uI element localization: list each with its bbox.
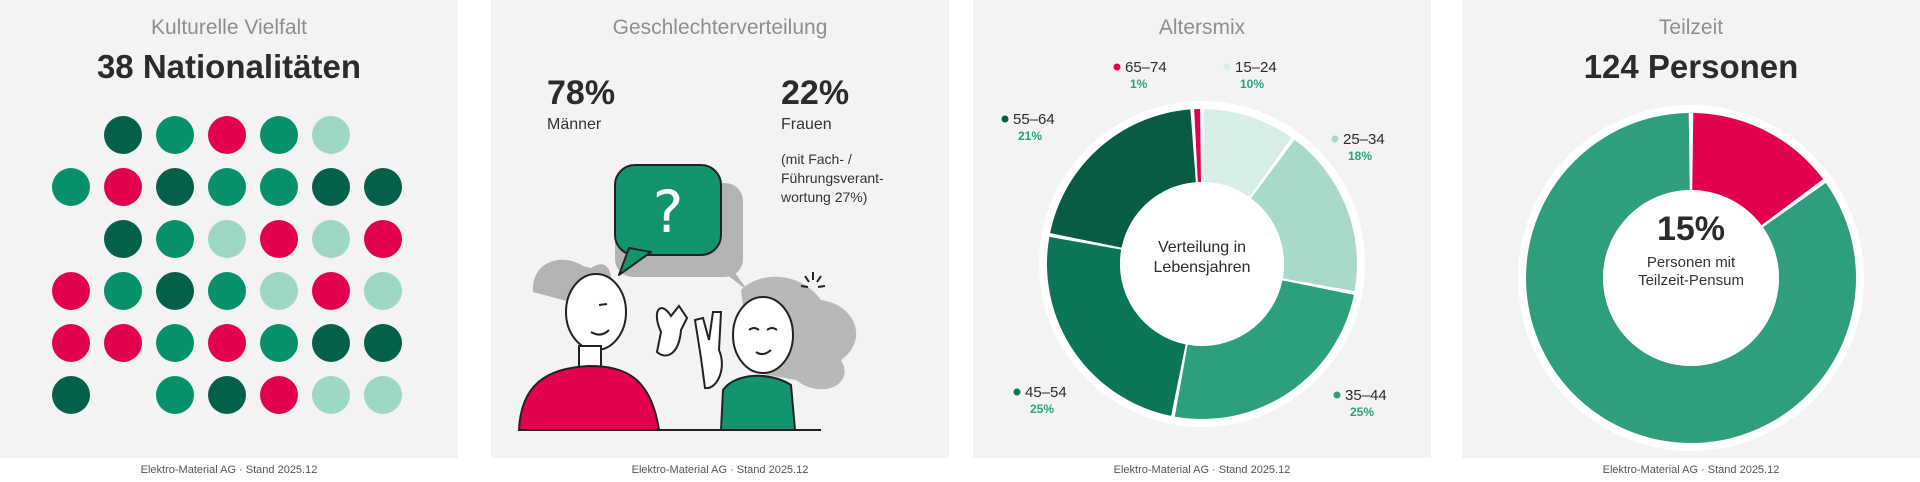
panel-age-mix: Altersmix 15–24 10% 25–34 18% 35–44 25% 45–54 2… bbox=[973, 0, 1431, 458]
nationality-dot bbox=[260, 168, 298, 206]
male-percent: 78% bbox=[547, 74, 616, 112]
donut-slice bbox=[1047, 236, 1186, 416]
nationality-dot bbox=[52, 324, 90, 362]
donut-hole bbox=[1603, 190, 1779, 366]
nationalities-headline: 38 Nationalitäten bbox=[96, 48, 362, 85]
panel-title: Geschlechterverteilung bbox=[612, 16, 828, 39]
nationality-dot bbox=[52, 168, 90, 206]
age-value-label: 1% bbox=[1130, 77, 1148, 91]
female-label: Frauen bbox=[781, 116, 832, 133]
nationality-dot bbox=[260, 376, 298, 414]
panel-title: Teilzeit bbox=[1658, 16, 1724, 39]
donut-slice bbox=[1692, 113, 1824, 226]
age-value-label: 10% bbox=[1240, 77, 1264, 91]
part-time-donut-chart bbox=[1518, 105, 1864, 451]
sparkle-icon bbox=[800, 272, 826, 288]
legend-dot bbox=[1331, 135, 1339, 143]
nationality-dot bbox=[312, 324, 350, 362]
question-mark-icon: ? bbox=[653, 178, 684, 246]
male-label: Männer bbox=[547, 116, 602, 133]
nationality-dot bbox=[208, 168, 246, 206]
nationality-dot bbox=[156, 220, 194, 258]
donut-hole bbox=[1120, 182, 1284, 346]
age-value-label: 21% bbox=[1018, 129, 1042, 143]
donut-center-percent: 15% bbox=[1656, 210, 1726, 248]
nationality-dot bbox=[156, 168, 194, 206]
nationality-dot bbox=[312, 376, 350, 414]
panel-title: Kulturelle Vielfalt bbox=[150, 16, 308, 39]
footer-credit: Elektro-Material AG · Stand 2025.12 bbox=[140, 464, 318, 476]
nationality-dot bbox=[208, 220, 246, 258]
nationality-dot bbox=[312, 168, 350, 206]
nationality-dot bbox=[208, 324, 246, 362]
age-category-label: 25–34 bbox=[1343, 131, 1385, 148]
man-figure-icon bbox=[517, 259, 689, 431]
panel-gender-distribution: Geschlechterverteilung 78% Männer 22% Fr… bbox=[491, 0, 949, 458]
age-category-label: 15–24 bbox=[1235, 59, 1277, 76]
age-category-label: 35–44 bbox=[1345, 387, 1387, 404]
panel-title: Altersmix bbox=[1158, 16, 1246, 39]
donut-slice bbox=[1194, 109, 1201, 183]
nationality-dot bbox=[260, 324, 298, 362]
nationality-dot bbox=[364, 272, 402, 310]
donut-center-label: Verteilung in Lebensjahren bbox=[1153, 239, 1251, 276]
part-time-headline: 124 Personen bbox=[1583, 48, 1799, 85]
conversation-illustration: ? bbox=[517, 164, 857, 431]
nationality-dot bbox=[156, 272, 194, 310]
nationality-dot bbox=[156, 324, 194, 362]
nationality-dot bbox=[364, 324, 402, 362]
donut-center-label: Personen mit Teilzeit-Pensum bbox=[1638, 254, 1744, 289]
nationality-dot bbox=[156, 376, 194, 414]
speech-bubble-icon: ? bbox=[614, 164, 749, 292]
age-value-label: 25% bbox=[1030, 402, 1054, 416]
nationality-dot bbox=[52, 376, 90, 414]
age-category-label: 45–54 bbox=[1025, 384, 1067, 401]
nationality-dot bbox=[104, 272, 142, 310]
donut-slice bbox=[1251, 139, 1357, 292]
footer-credit: Elektro-Material AG · Stand 2025.12 bbox=[1113, 464, 1291, 476]
nationality-dot bbox=[104, 168, 142, 206]
legend-dot bbox=[1333, 391, 1341, 399]
nationality-dot bbox=[312, 220, 350, 258]
age-value-label: 18% bbox=[1348, 149, 1372, 163]
nationality-dot bbox=[208, 116, 246, 154]
nationality-dot bbox=[260, 116, 298, 154]
legend-dot bbox=[1223, 63, 1231, 71]
panel-part-time: Teilzeit 124 Personen 15% Personen mit T… bbox=[1462, 0, 1920, 458]
nationality-dot bbox=[208, 376, 246, 414]
nationality-dot bbox=[104, 220, 142, 258]
female-leadership-note: (mit Fach- / Führungsverant-wortung 27%) bbox=[781, 151, 884, 205]
nationality-dot bbox=[104, 324, 142, 362]
nationality-dot bbox=[104, 116, 142, 154]
footer-credit: Elektro-Material AG · Stand 2025.12 bbox=[1602, 464, 1780, 476]
nationality-dot bbox=[260, 272, 298, 310]
woman-figure-icon bbox=[693, 272, 857, 431]
age-value-label: 25% bbox=[1350, 405, 1374, 419]
nationality-dot bbox=[208, 272, 246, 310]
donut-slice bbox=[1174, 280, 1354, 419]
age-category-label: 55–64 bbox=[1013, 111, 1055, 128]
nationality-dot bbox=[260, 220, 298, 258]
nationality-dot bbox=[364, 376, 402, 414]
footer-credit: Elektro-Material AG · Stand 2025.12 bbox=[631, 464, 809, 476]
legend-dot bbox=[1113, 63, 1121, 71]
panel-cultural-diversity: Kulturelle Vielfalt 38 Nationalitäten bbox=[0, 0, 458, 458]
nationality-dot bbox=[312, 272, 350, 310]
legend-dot bbox=[1001, 115, 1009, 123]
nationality-dot bbox=[156, 116, 194, 154]
age-donut-chart: 15–2410%25–3418%35–4425%45–5425%55–6421%… bbox=[1001, 59, 1387, 427]
female-percent: 22% bbox=[781, 74, 850, 112]
nationality-dot bbox=[364, 220, 402, 258]
nationality-dot bbox=[312, 116, 350, 154]
nationality-dot bbox=[364, 168, 402, 206]
age-category-label: 65–74 bbox=[1125, 59, 1167, 76]
donut-slice bbox=[1050, 109, 1196, 248]
nationality-dot bbox=[52, 272, 90, 310]
legend-dot bbox=[1013, 388, 1021, 396]
donut-slice bbox=[1203, 109, 1292, 198]
donut-slice bbox=[1526, 113, 1856, 444]
